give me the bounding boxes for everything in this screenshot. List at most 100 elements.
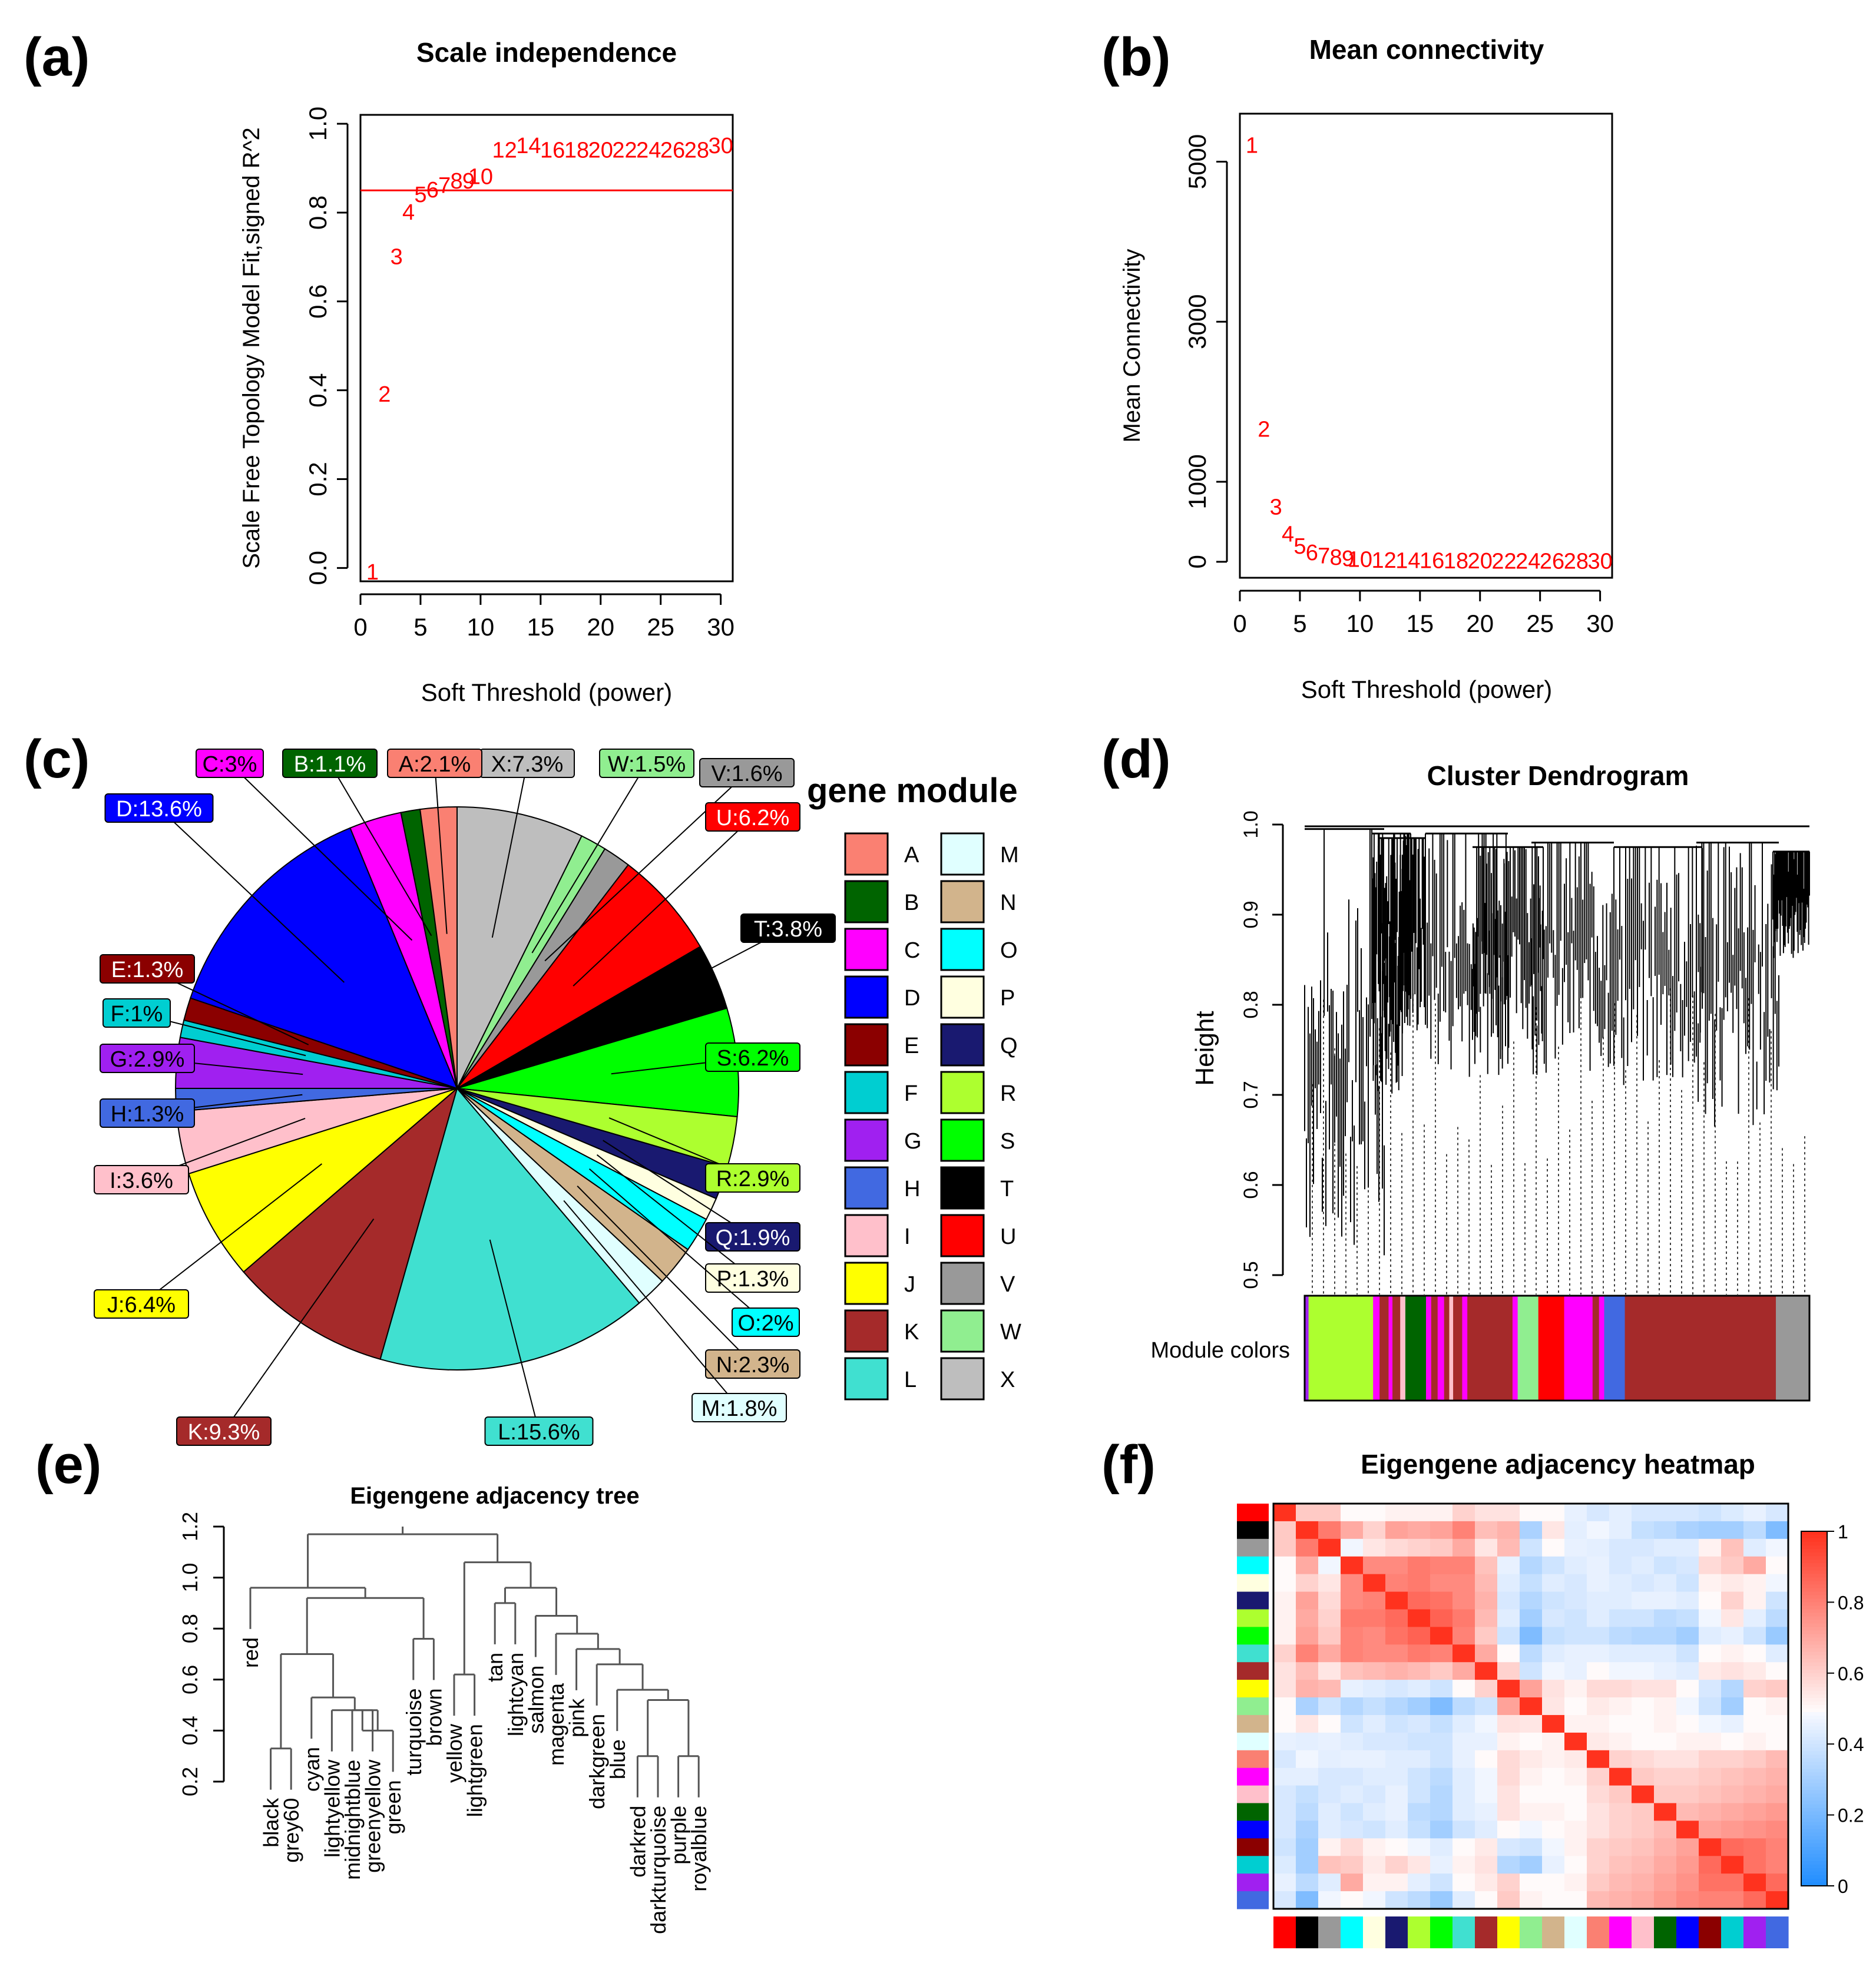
pie-label-box: [94, 1165, 189, 1194]
heatmap-cell: [1453, 1785, 1475, 1804]
heatmap-cell: [1453, 1732, 1475, 1751]
heatmap-cell: [1654, 1538, 1677, 1557]
color-scale-tick-label: 0.4: [1838, 1734, 1864, 1755]
heatmap-col-color: [1318, 1916, 1341, 1948]
heatmap-cell: [1564, 1556, 1587, 1575]
color-scale-step: [1801, 1567, 1827, 1571]
heatmap-row-color: [1237, 1680, 1269, 1698]
legend-label-F: F: [904, 1081, 918, 1106]
panel-a-x-tick-label: 10: [467, 613, 495, 641]
color-scale-step: [1801, 1538, 1827, 1543]
pie-leader-line: [489, 1239, 540, 1432]
heatmap-cell: [1408, 1521, 1431, 1540]
heatmap-cell: [1475, 1856, 1498, 1874]
heatmap-cell: [1676, 1521, 1699, 1540]
heatmap-cell: [1542, 1714, 1565, 1733]
heatmap-frame: [1272, 1502, 1789, 1910]
panel-b-x-tick-label: 0: [1233, 610, 1246, 637]
heatmap-cell: [1542, 1591, 1565, 1610]
heatmap-cell: [1497, 1644, 1520, 1663]
heatmap-cell: [1318, 1504, 1341, 1522]
heatmap-cell: [1676, 1767, 1699, 1786]
heatmap-cell: [1609, 1574, 1632, 1593]
heatmap-col-color: [1721, 1916, 1744, 1948]
heatmap-row-color: [1237, 1750, 1269, 1769]
panel-d-axes: 0.5 0.6 0.7 0.8 0.9 1.0: [1240, 810, 1284, 1289]
heatmap-cell: [1654, 1767, 1677, 1786]
color-scale-step: [1801, 1871, 1827, 1876]
heatmap-cell: [1296, 1697, 1319, 1716]
panel-b-y-tick-label: 1000: [1183, 454, 1211, 509]
heatmap-cell: [1453, 1591, 1475, 1610]
heatmap-cell: [1766, 1873, 1789, 1892]
heatmap-col-color: [1408, 1916, 1431, 1948]
panel-a-point-label: 9: [462, 169, 475, 194]
heatmap-cell: [1564, 1609, 1587, 1627]
heatmap-cell: [1676, 1785, 1699, 1804]
heatmap-col-color: [1385, 1916, 1408, 1948]
heatmap-cell: [1766, 1574, 1789, 1593]
heatmap-cell: [1564, 1785, 1587, 1804]
heatmap-cell: [1273, 1750, 1296, 1769]
heatmap-cell: [1766, 1820, 1789, 1839]
heatmap-cell: [1632, 1732, 1655, 1751]
color-scale-step: [1801, 1762, 1827, 1766]
heatmap-cell: [1721, 1697, 1744, 1716]
heatmap-cell: [1542, 1732, 1565, 1751]
legend-label-H: H: [904, 1177, 920, 1201]
panel-a-y-tick-label: 0.4: [304, 373, 332, 407]
panel-a-point-label: 1: [366, 560, 379, 585]
heatmap-cell: [1408, 1627, 1431, 1645]
heatmap-cell: [1341, 1891, 1364, 1909]
heatmap-cell: [1743, 1820, 1766, 1839]
heatmap-cell: [1296, 1627, 1319, 1645]
heatmap-cell: [1609, 1856, 1632, 1874]
color-scale-step: [1801, 1730, 1827, 1734]
pie-slice-label: A:2.1%: [399, 752, 471, 777]
heatmap-cell: [1475, 1750, 1498, 1769]
heatmap-cell: [1497, 1521, 1520, 1540]
heatmap-cell: [1654, 1891, 1677, 1909]
color-scale-step: [1801, 1584, 1827, 1589]
panel-b-point-label: 14: [1395, 548, 1420, 573]
heatmap-cell: [1318, 1891, 1341, 1909]
heatmap-cell: [1721, 1856, 1744, 1874]
heatmap-cell: [1520, 1856, 1543, 1874]
color-scale-step: [1801, 1549, 1827, 1554]
heatmap-cell: [1520, 1662, 1543, 1680]
heatmap-cell: [1385, 1556, 1408, 1575]
heatmap-cell: [1587, 1662, 1610, 1680]
tree-leaf-label: pink: [565, 1698, 589, 1737]
heatmap-cell: [1273, 1873, 1296, 1892]
heatmap-cell: [1542, 1856, 1565, 1874]
heatmap-cell: [1430, 1574, 1453, 1593]
heatmap-cell: [1475, 1591, 1498, 1610]
heatmap-cell: [1676, 1714, 1699, 1733]
heatmap-cell: [1341, 1767, 1364, 1786]
panel-a-point-label: 2: [378, 382, 391, 407]
heatmap-cell: [1520, 1627, 1543, 1645]
heatmap-cell: [1475, 1521, 1498, 1540]
heatmap-cell: [1699, 1838, 1722, 1856]
pie-label-box: [196, 749, 264, 778]
legend-label-J: J: [904, 1272, 915, 1297]
heatmap-cell: [1318, 1873, 1341, 1892]
panel-a-xlabel: Soft Threshold (power): [421, 678, 672, 706]
heatmap-cell: [1363, 1574, 1386, 1593]
heatmap-cell: [1632, 1644, 1655, 1663]
heatmap-cell: [1743, 1556, 1766, 1575]
pie-label-box: [102, 998, 171, 1028]
heatmap-cell: [1766, 1521, 1789, 1540]
heatmap-cell: [1564, 1891, 1587, 1909]
heatmap-cell: [1318, 1680, 1341, 1698]
color-scale-step: [1801, 1857, 1827, 1862]
heatmap-cell: [1564, 1574, 1587, 1593]
legend-swatch-F: [844, 1071, 889, 1114]
heatmap-col-color: [1341, 1916, 1364, 1948]
heatmap-cell: [1609, 1538, 1632, 1557]
heatmap-cell: [1385, 1732, 1408, 1751]
panel-b-point-label: 16: [1420, 549, 1444, 574]
color-scale-step: [1801, 1690, 1827, 1695]
panel-tag-f: (f): [1101, 1435, 1156, 1495]
heatmap-cell: [1497, 1767, 1520, 1786]
